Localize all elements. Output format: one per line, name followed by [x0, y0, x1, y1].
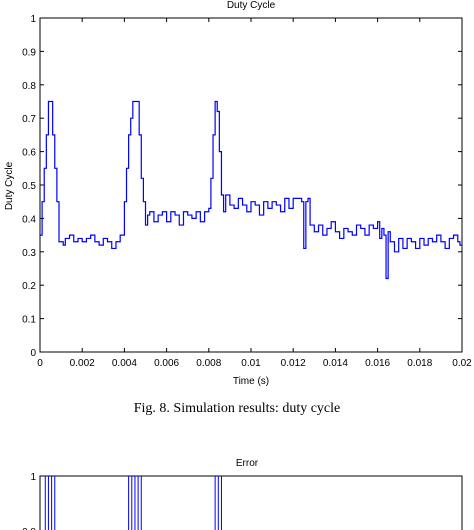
figure-caption: Fig. 8. Simulation results: duty cycle — [134, 401, 341, 416]
x-tick-label: 0.004 — [112, 358, 137, 369]
plot-frame — [39, 17, 463, 353]
y-tick-label: 0.8 — [22, 527, 36, 530]
x-tick-label: 0.01 — [241, 358, 261, 369]
y-tick-label: 0.4 — [22, 214, 36, 225]
x-tick-label: 0.018 — [407, 358, 432, 369]
x-tick-label: 0.012 — [281, 358, 306, 369]
y-tick-label: 0.6 — [22, 148, 36, 159]
duty-cycle-series-line — [40, 100, 462, 280]
y-tick-label: 1 — [30, 14, 36, 25]
chart-title: Error — [236, 458, 259, 469]
duty-cycle-chart: Duty Cycle 0 0.002 0.004 0.006 0.008 0.01 0.01… — [4, 0, 472, 387]
x-axis-label: Time (s) — [233, 376, 269, 387]
x-tick-label: 0.016 — [365, 358, 390, 369]
y-tick-label: 0.3 — [22, 248, 36, 259]
x-tick-label: 0 — [37, 358, 43, 369]
plot-frame — [39, 475, 463, 530]
error-chart: Error 0.81 — [22, 458, 463, 530]
y-axis-label: Duty Cycle — [4, 161, 15, 210]
x-tick-label: 0.006 — [154, 358, 179, 369]
y-tick-label: 0.9 — [22, 47, 36, 58]
series-group — [44, 476, 222, 530]
y-tick-label: 0.7 — [22, 114, 36, 125]
y-tick-label: 0.8 — [22, 81, 36, 92]
x-tick-label: 0.002 — [70, 358, 95, 369]
y-axis-ticks: 0.81 — [22, 472, 462, 530]
y-axis-ticks: 0 0.1 0.2 0.3 0.4 0.5 0.6 0.7 0.8 0.9 1 — [22, 14, 462, 359]
x-tick-label: 0.008 — [196, 358, 221, 369]
y-tick-label: 0 — [30, 348, 36, 359]
y-tick-label: 0.2 — [22, 281, 36, 292]
series-group — [40, 100, 462, 280]
x-tick-label: 0.014 — [323, 358, 348, 369]
x-tick-label: 0.02 — [452, 358, 472, 369]
chart-title: Duty Cycle — [227, 0, 276, 11]
y-tick-label: 0.1 — [22, 315, 36, 326]
y-tick-label: 0.5 — [22, 181, 36, 192]
x-axis-ticks: 0 0.002 0.004 0.006 0.008 0.01 0.012 0.014 0.016… — [37, 18, 472, 369]
y-tick-label: 1 — [30, 472, 36, 483]
